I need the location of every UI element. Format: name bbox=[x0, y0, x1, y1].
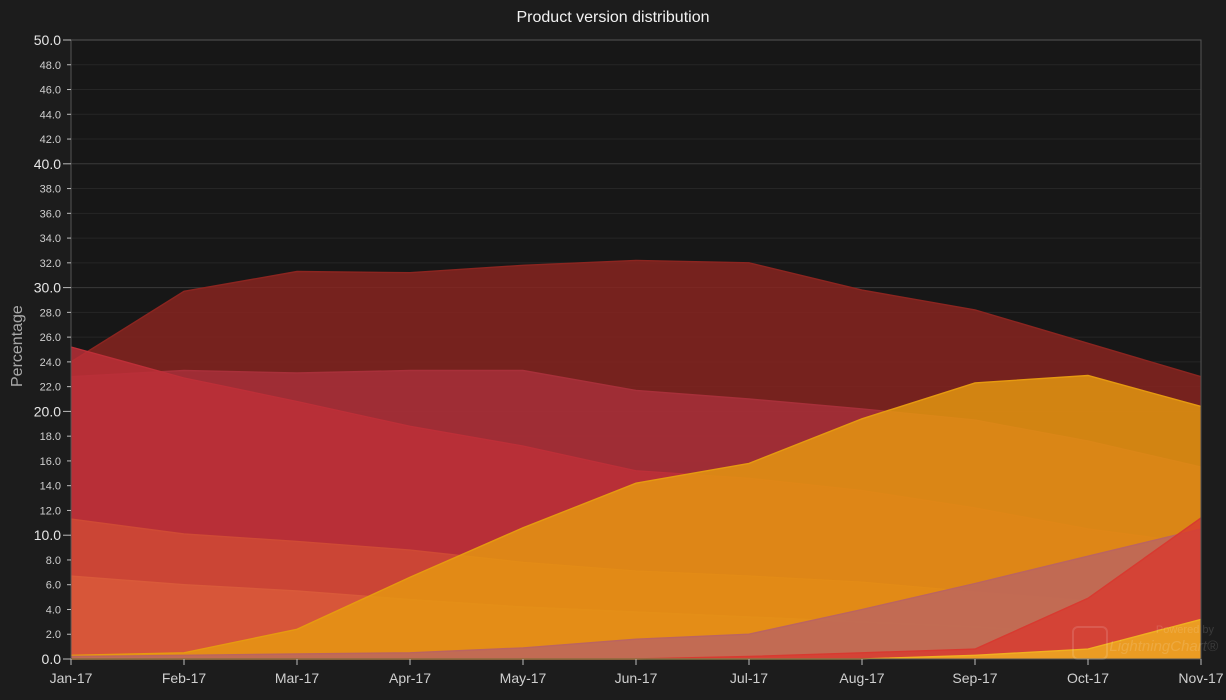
y-tick-label: 22.0 bbox=[40, 382, 61, 394]
x-tick-label: Feb-17 bbox=[162, 670, 207, 686]
x-tick-label: Mar-17 bbox=[275, 670, 320, 686]
lightningchart-logo-icon bbox=[1072, 626, 1108, 660]
y-tick-label: 46.0 bbox=[40, 85, 61, 97]
series-line-1 bbox=[70, 259, 1202, 378]
y-tick-label: 48.0 bbox=[40, 60, 61, 72]
series-area-7 bbox=[71, 529, 1201, 659]
y-tick-label: 18.0 bbox=[40, 431, 61, 443]
y-tick-label: 24.0 bbox=[40, 357, 61, 369]
y-tick-label: 44.0 bbox=[40, 109, 61, 121]
x-tick-label: Jan-17 bbox=[50, 670, 93, 686]
y-tick-label: 30.0 bbox=[34, 280, 61, 296]
x-tick-label: Oct-17 bbox=[1067, 670, 1109, 686]
y-tick-label: 0.0 bbox=[42, 651, 62, 667]
y-tick-label: 12.0 bbox=[40, 505, 61, 517]
y-tick-label: 6.0 bbox=[46, 580, 61, 592]
y-tick-label: 42.0 bbox=[40, 134, 61, 146]
series-area-6 bbox=[71, 375, 1201, 659]
y-tick-label: 8.0 bbox=[46, 555, 61, 567]
y-tick-label: 36.0 bbox=[40, 208, 61, 220]
series-line-7 bbox=[70, 528, 1202, 658]
x-tick-label: Sep-17 bbox=[952, 670, 997, 686]
x-tick-label: Apr-17 bbox=[389, 670, 431, 686]
y-tick-label: 16.0 bbox=[40, 456, 61, 468]
y-tick-label: 26.0 bbox=[40, 332, 61, 344]
x-tick-label: Jun-17 bbox=[615, 670, 658, 686]
y-tick-label: 28.0 bbox=[40, 307, 61, 319]
watermark-brand: LightningChart® bbox=[1109, 638, 1218, 655]
y-tick-label: 2.0 bbox=[46, 629, 61, 641]
series-line-6 bbox=[70, 374, 1202, 656]
y-tick-label: 20.0 bbox=[34, 403, 61, 419]
chart-title: Product version distribution bbox=[516, 9, 710, 26]
y-tick-label: 38.0 bbox=[40, 184, 61, 196]
y-tick-label: 10.0 bbox=[34, 527, 61, 543]
y-tick-label: 14.0 bbox=[40, 481, 61, 493]
watermark-powered-by: Powered by bbox=[1155, 624, 1214, 636]
y-tick-label: 50.0 bbox=[34, 32, 61, 48]
lightningchart-watermark: Powered by LightningChart® bbox=[1072, 624, 1222, 660]
y-tick-label: 32.0 bbox=[40, 258, 61, 270]
y-tick-label: 40.0 bbox=[34, 156, 61, 172]
x-tick-label: Jul-17 bbox=[730, 670, 768, 686]
series-area-8 bbox=[71, 517, 1201, 659]
x-tick-label: May-17 bbox=[500, 670, 547, 686]
y-tick-label: 4.0 bbox=[46, 604, 61, 616]
x-tick-label: Aug-17 bbox=[839, 670, 884, 686]
x-tick-label: Nov-17 bbox=[1178, 670, 1223, 686]
y-tick-label: 34.0 bbox=[40, 233, 61, 245]
series-area-9 bbox=[71, 619, 1201, 659]
